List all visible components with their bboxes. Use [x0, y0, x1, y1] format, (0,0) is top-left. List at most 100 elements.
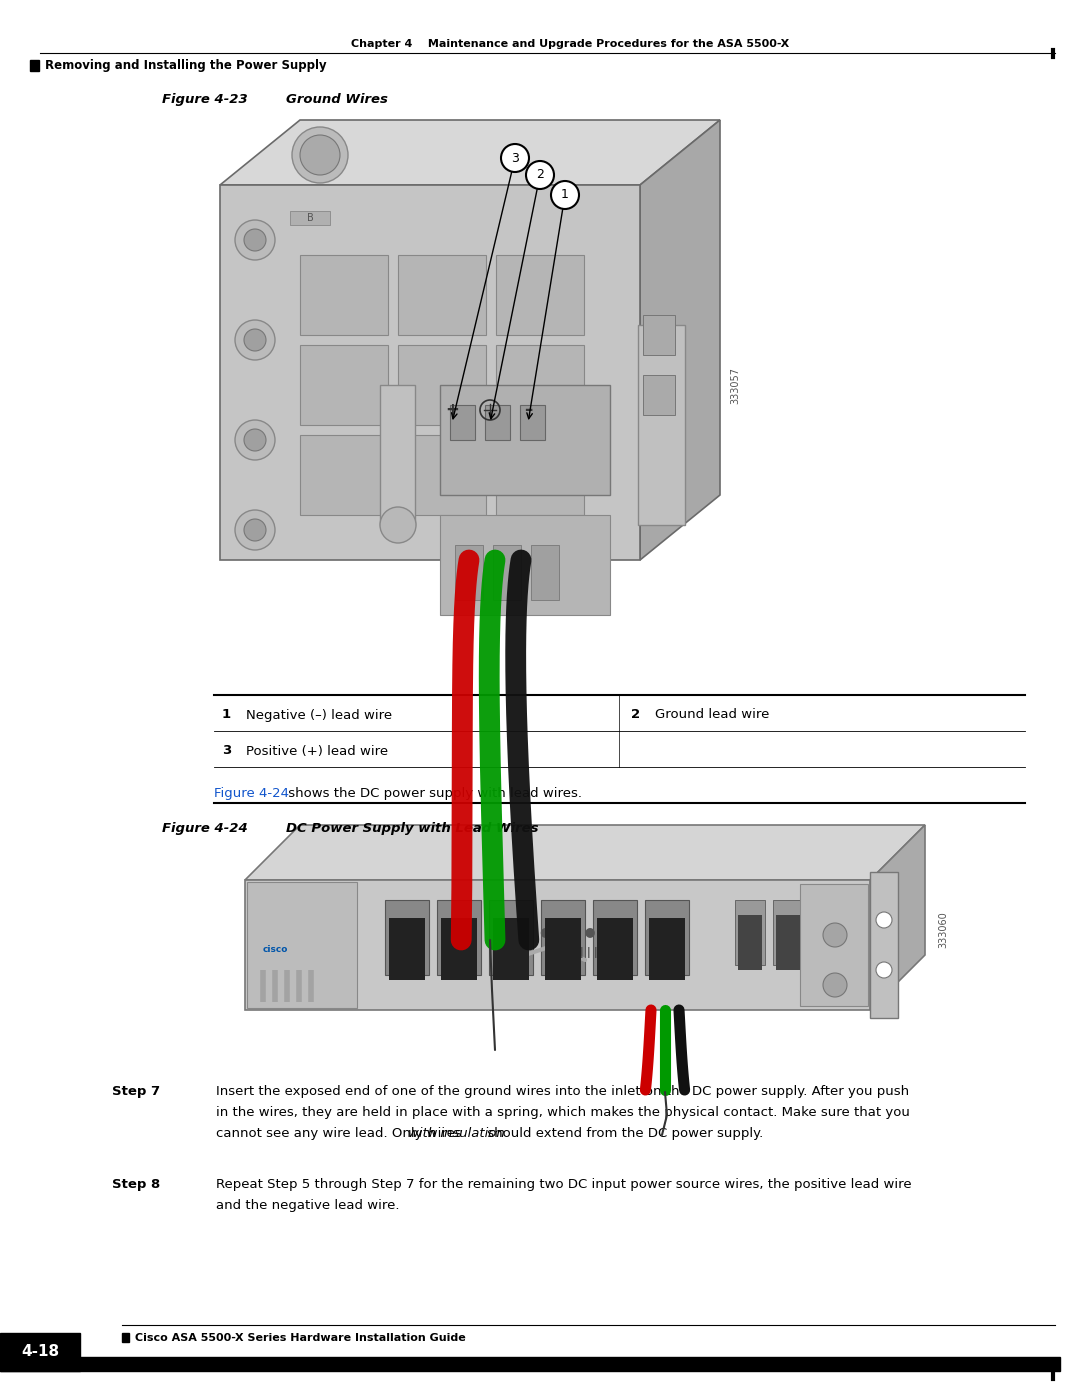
Bar	[399, 434, 486, 515]
Bar	[489, 900, 534, 975]
Text: and the negative lead wire.: and the negative lead wire.	[216, 1199, 400, 1213]
Circle shape	[244, 429, 266, 451]
Circle shape	[551, 182, 579, 210]
Bar	[777, 915, 800, 970]
Bar	[450, 405, 475, 440]
Circle shape	[823, 972, 847, 997]
Polygon shape	[380, 386, 415, 525]
Text: cannot see any wire lead. Only wires: cannot see any wire lead. Only wires	[216, 1127, 465, 1140]
Text: Repeat Step 5 through Step 7 for the remaining two DC input power source wires, : Repeat Step 5 through Step 7 for the rem…	[216, 1178, 912, 1192]
Bar	[531, 545, 559, 599]
Circle shape	[823, 923, 847, 947]
Bar	[645, 900, 689, 975]
Bar	[245, 880, 870, 1010]
Bar	[0, 1333, 80, 1370]
Circle shape	[235, 219, 275, 260]
Text: –: –	[524, 401, 532, 419]
Circle shape	[244, 229, 266, 251]
Bar	[738, 915, 762, 970]
Bar	[399, 256, 486, 335]
Bar	[441, 918, 477, 981]
Bar	[773, 900, 804, 965]
Text: Removing and Installing the Power Supply: Removing and Installing the Power Supply	[45, 59, 326, 71]
Bar	[519, 405, 545, 440]
Polygon shape	[870, 872, 897, 1018]
Bar	[485, 405, 510, 440]
Text: Insert the exposed end of one of the ground wires into the inlet on the DC power: Insert the exposed end of one of the gro…	[216, 1085, 909, 1098]
Bar	[643, 374, 675, 415]
Circle shape	[235, 510, 275, 550]
Bar	[247, 882, 357, 1009]
Bar	[291, 211, 330, 225]
Polygon shape	[245, 826, 924, 880]
Polygon shape	[640, 120, 720, 560]
Text: +: +	[445, 401, 459, 419]
Bar	[496, 434, 584, 515]
Bar	[440, 386, 610, 495]
Circle shape	[526, 161, 554, 189]
Bar	[384, 900, 429, 975]
Bar	[545, 918, 581, 981]
Bar	[597, 918, 633, 981]
Circle shape	[235, 320, 275, 360]
Bar	[593, 900, 637, 975]
Text: Figure 4-24: Figure 4-24	[214, 787, 289, 799]
Bar	[643, 314, 675, 355]
Bar	[389, 918, 426, 981]
Text: Step 8: Step 8	[112, 1178, 160, 1192]
Bar	[300, 256, 388, 335]
Circle shape	[235, 420, 275, 460]
Text: ● ● ● ● ●: ● ● ● ● ●	[540, 925, 610, 939]
Bar	[800, 884, 868, 1006]
Text: Cisco ASA 5500-X Series Hardware Installation Guide: Cisco ASA 5500-X Series Hardware Install…	[135, 1333, 465, 1343]
Circle shape	[876, 963, 892, 978]
Text: B: B	[307, 212, 313, 224]
Text: Figure 4-23: Figure 4-23	[162, 94, 247, 106]
Text: with insulation: with insulation	[407, 1127, 504, 1140]
Text: 2: 2	[631, 708, 640, 721]
Circle shape	[244, 330, 266, 351]
Circle shape	[292, 127, 348, 183]
Bar	[437, 900, 481, 975]
Text: Ground lead wire: Ground lead wire	[654, 708, 769, 721]
Text: Positive (+) lead wire: Positive (+) lead wire	[246, 745, 388, 757]
Bar	[455, 545, 483, 599]
Bar	[440, 515, 610, 615]
Text: shows the DC power supply with lead wires.: shows the DC power supply with lead wire…	[284, 787, 582, 799]
Bar	[496, 345, 584, 425]
Bar	[492, 918, 529, 981]
Text: | | | | | | | | |: | | | | | | | | |	[545, 947, 605, 957]
Bar	[30, 60, 39, 71]
Circle shape	[300, 136, 340, 175]
Bar	[399, 345, 486, 425]
Polygon shape	[220, 120, 720, 184]
Circle shape	[380, 507, 416, 543]
Text: Ground Wires: Ground Wires	[286, 94, 388, 106]
Bar	[300, 434, 388, 515]
Text: 4-18: 4-18	[21, 1344, 59, 1359]
Text: 1: 1	[222, 708, 231, 721]
Polygon shape	[870, 826, 924, 1010]
Bar	[496, 256, 584, 335]
Text: Figure 4-24: Figure 4-24	[162, 821, 247, 835]
Text: 3: 3	[511, 151, 518, 165]
Text: cisco: cisco	[264, 946, 288, 954]
Circle shape	[244, 520, 266, 541]
Bar	[638, 326, 685, 525]
Text: in the wires, they are held in place with a spring, which makes the physical con: in the wires, they are held in place wit…	[216, 1106, 909, 1119]
Text: DC Power Supply with Lead Wires: DC Power Supply with Lead Wires	[286, 821, 539, 835]
Circle shape	[876, 912, 892, 928]
Text: 2: 2	[536, 169, 544, 182]
Bar	[735, 900, 765, 965]
Text: Chapter 4    Maintenance and Upgrade Procedures for the ASA 5500-X: Chapter 4 Maintenance and Upgrade Proced…	[351, 39, 789, 49]
Text: 1: 1	[562, 189, 569, 201]
Text: Step 7: Step 7	[112, 1085, 160, 1098]
Text: should extend from the DC power supply.: should extend from the DC power supply.	[483, 1127, 762, 1140]
Bar	[220, 184, 640, 560]
Text: 333060: 333060	[939, 912, 948, 949]
Text: Negative (–) lead wire: Negative (–) lead wire	[246, 708, 392, 721]
Bar	[649, 918, 685, 981]
Bar	[492, 545, 521, 599]
Bar	[122, 1333, 129, 1343]
Text: 3: 3	[222, 745, 231, 757]
